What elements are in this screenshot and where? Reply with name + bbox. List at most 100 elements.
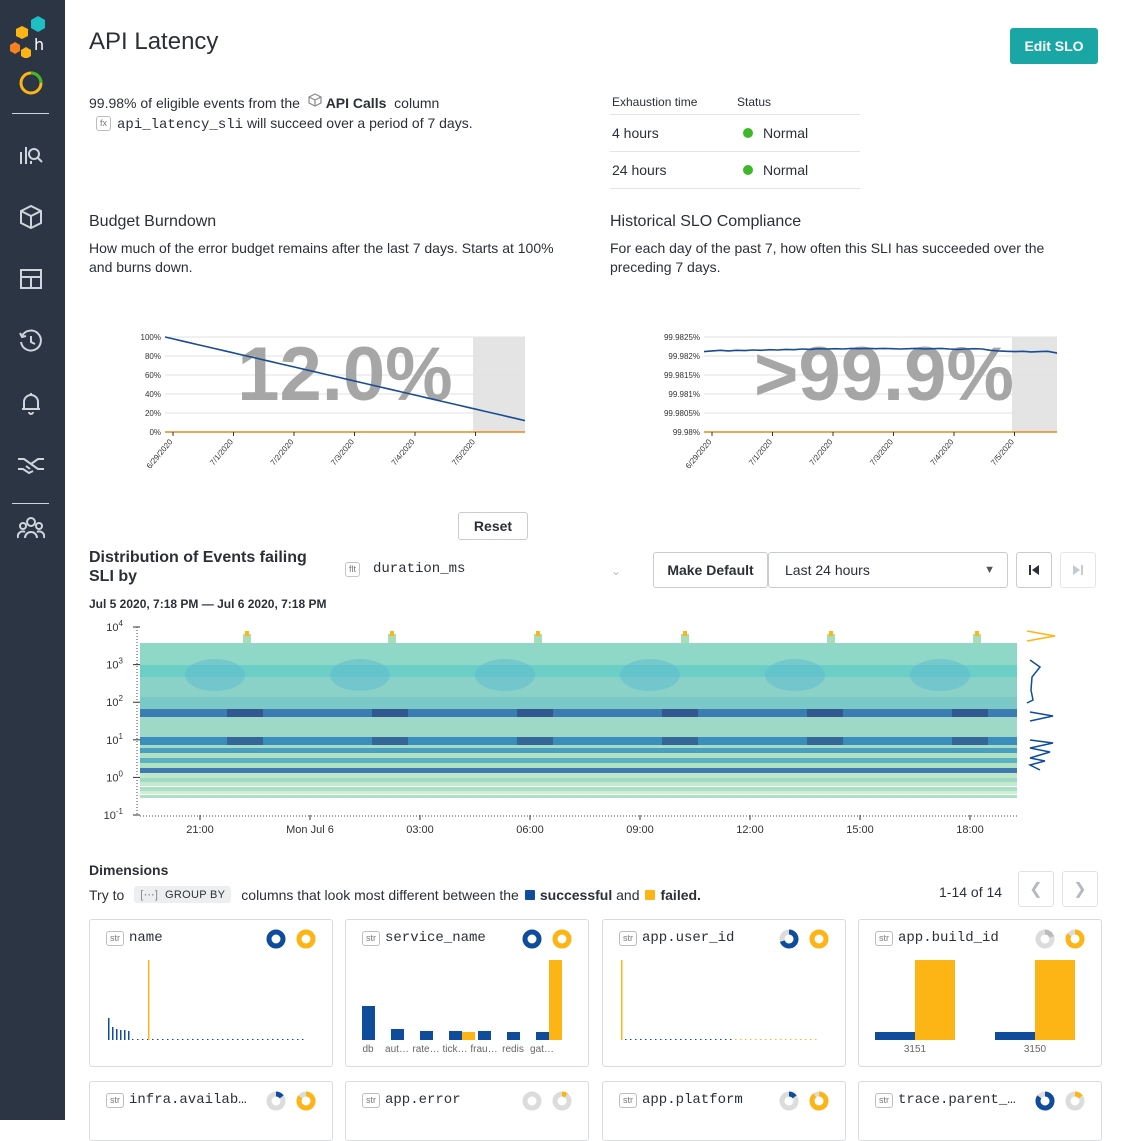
distribution-donut-icon [809, 1091, 829, 1111]
heatmap-chart[interactable]: 10-1 100 101 102 103 104 21:00 Mon Jul 6 03:00 06… [95, 615, 1075, 840]
time-range-select[interactable]: Last 24 hours ▼ [768, 552, 1008, 588]
burndown-chart[interactable]: 0% 20% 40% 60% 80% 100% 12.0% 6/29/2020 7/1/2020… [95, 325, 535, 485]
heatmap-band [140, 697, 1017, 709]
make-default-button[interactable]: Make Default [653, 552, 768, 588]
dimension-card[interactable]: str trace.parent_… [858, 1081, 1102, 1141]
chevron-down-icon[interactable]: ⌄ [611, 564, 622, 578]
bar [630, 1039, 632, 1040]
bar-success [478, 1031, 491, 1040]
failed-swatch [645, 889, 656, 900]
column-name: app.error [385, 1092, 461, 1108]
fx-badge: fx [96, 116, 112, 131]
bar-success [875, 1032, 915, 1040]
y-tick-label: 103 [106, 657, 123, 672]
field-select-value[interactable]: duration_ms [373, 561, 466, 577]
history-icon[interactable] [16, 326, 46, 356]
bar-success [116, 1029, 118, 1040]
bar-success [167, 1039, 169, 1040]
slo-text: of eligible events from the [140, 95, 300, 111]
bar-success [252, 1039, 254, 1040]
compliance-description: For each day of the past 7, how often th… [610, 240, 1045, 275]
skip-forward-icon [1073, 565, 1083, 575]
dataset-name[interactable]: API Calls [325, 95, 387, 111]
reset-button[interactable]: Reset [458, 512, 528, 540]
bar-success [152, 1039, 154, 1040]
burndown-title: Budget Burndown [89, 213, 217, 230]
skip-forward-button[interactable] [1060, 552, 1096, 588]
dimension-card[interactable]: str service_name db aut… rate… tick… frau… redi… [345, 919, 589, 1067]
bar-success [128, 1031, 130, 1040]
bar-success [247, 1039, 249, 1040]
spike [243, 634, 251, 643]
failed-spike [245, 631, 249, 636]
dimension-card[interactable]: str app.platform [602, 1081, 846, 1141]
heatmap-hotspot [227, 709, 263, 717]
bar [700, 1039, 702, 1040]
string-type-badge: str [875, 1092, 893, 1108]
shaded-region [473, 337, 525, 432]
bar [750, 1039, 752, 1040]
donut-fill [296, 929, 316, 949]
query-icon[interactable] [16, 140, 46, 170]
sli-column-name[interactable]: api_latency_sli [117, 117, 244, 133]
failed-label: failed. [660, 886, 701, 903]
bar [690, 1039, 692, 1040]
bar-success [995, 1032, 1035, 1040]
compliance-title: Historical SLO Compliance [610, 213, 802, 230]
heatmap-blob [910, 659, 970, 691]
distribution-donut-icon [1065, 1091, 1085, 1111]
prev-page-button[interactable]: ❮ [1018, 871, 1054, 907]
bar-success [217, 1039, 219, 1040]
next-page-button[interactable]: ❯ [1062, 871, 1098, 907]
distribution-donut-icon [296, 1091, 316, 1111]
bar-success [302, 1039, 304, 1040]
category-label: tick… [442, 1044, 468, 1055]
bar-failed [148, 960, 150, 1040]
slo-status-ring-icon[interactable] [16, 68, 46, 98]
category-label: db [362, 1044, 374, 1055]
honeycomb-logo-icon[interactable]: h [8, 14, 50, 58]
triggers-bell-icon[interactable] [16, 388, 46, 418]
dimension-card[interactable]: str name [89, 919, 333, 1067]
skip-back-button[interactable] [1016, 552, 1052, 588]
category-label: rate… [412, 1044, 440, 1055]
heatmap-blob [475, 659, 535, 691]
boards-icon[interactable] [16, 264, 46, 294]
dimension-card[interactable]: str app.user_id [602, 919, 846, 1067]
card-header: str name [106, 930, 163, 946]
team-icon[interactable] [16, 512, 46, 542]
category-label: 3151 [903, 1044, 927, 1055]
x-tick-label: 21:00 [186, 824, 214, 836]
table-row: 24 hours Normal [610, 152, 860, 189]
heatmap-band [140, 643, 1017, 665]
x-tick-label: 7/5/2020 [989, 437, 1016, 467]
slo-text: column [394, 95, 440, 111]
dimension-card[interactable]: str infra.availab… [89, 1081, 333, 1141]
edit-slo-button[interactable]: Edit SLO [1010, 28, 1098, 64]
slo-handshake-icon[interactable] [16, 450, 46, 480]
card-header: str app.platform [619, 1092, 743, 1108]
dimension-card[interactable]: str app.error [345, 1081, 589, 1141]
heatmap-hotspot [807, 709, 843, 717]
bar [775, 1039, 777, 1040]
y-tick-label: 100% [141, 333, 161, 342]
heatmap-band [140, 677, 1017, 697]
compliance-chart[interactable]: 99.98% 99.9805% 99.981% 99.9815% 99.982% 99.9… [617, 325, 1057, 485]
failed-spike [390, 631, 394, 636]
bar-success [132, 1039, 134, 1040]
category-label: aut… [385, 1044, 409, 1055]
donut-fill [788, 1091, 797, 1099]
bar-success [157, 1039, 159, 1040]
y-tick-label: 60% [145, 371, 161, 380]
bar [720, 1039, 722, 1040]
column-name: service_name [385, 930, 486, 946]
datasets-cube-icon[interactable] [16, 202, 46, 232]
column-name: infra.availab… [129, 1092, 247, 1108]
bar-success [112, 1027, 114, 1040]
slo-description: 99.98% of eligible events from the API C… [89, 93, 589, 135]
bar-success [242, 1039, 244, 1040]
dimension-card[interactable]: str app.build_id 3151 3150 [858, 919, 1102, 1067]
distribution-donut-icon [1065, 929, 1085, 949]
bar [745, 1039, 747, 1040]
dims-text: columns that look most different between… [241, 886, 519, 903]
